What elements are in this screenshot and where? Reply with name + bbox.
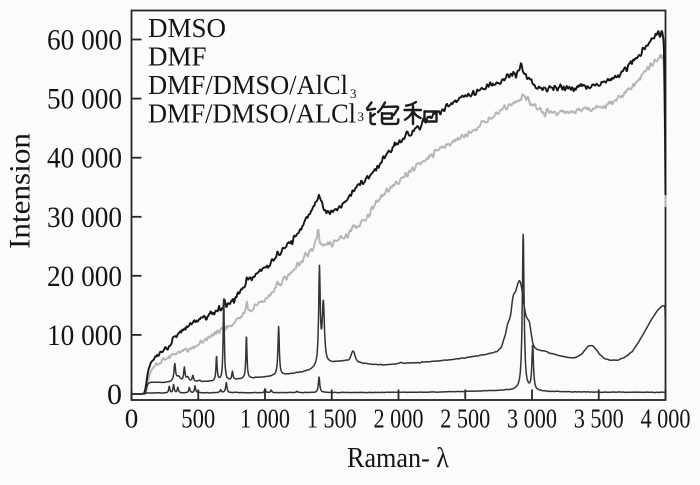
- svg-text:60 000: 60 000: [47, 24, 122, 57]
- svg-text:Intension: Intension: [4, 133, 37, 249]
- svg-text:3 500: 3 500: [574, 404, 624, 434]
- svg-text:20 000: 20 000: [47, 260, 122, 293]
- svg-text:0: 0: [125, 404, 139, 434]
- svg-text:50 000: 50 000: [47, 83, 122, 116]
- svg-text:30 000: 30 000: [47, 201, 122, 234]
- svg-text:Raman- λ: Raman- λ: [347, 442, 449, 474]
- svg-text:500: 500: [181, 404, 215, 434]
- svg-text:DMF/DMSO/ALCl: DMF/DMSO/ALCl: [148, 99, 356, 129]
- svg-text:1 000: 1 000: [240, 404, 290, 434]
- svg-text:DMF: DMF: [148, 42, 207, 72]
- svg-text:40 000: 40 000: [47, 142, 122, 175]
- svg-text:3 000: 3 000: [507, 404, 557, 434]
- svg-text:3: 3: [350, 86, 357, 101]
- svg-text:0: 0: [107, 378, 122, 411]
- svg-text:2 000: 2 000: [374, 404, 424, 434]
- svg-text:DMF/DMSO/AlCl: DMF/DMSO/AlCl: [148, 70, 348, 100]
- svg-text:DMSO: DMSO: [148, 13, 226, 43]
- svg-text:3: 3: [358, 109, 365, 124]
- svg-text:2 500: 2 500: [440, 404, 490, 434]
- svg-text:4 000: 4 000: [641, 404, 691, 434]
- svg-text:1 500: 1 500: [307, 404, 357, 434]
- svg-text:10 000: 10 000: [47, 319, 122, 352]
